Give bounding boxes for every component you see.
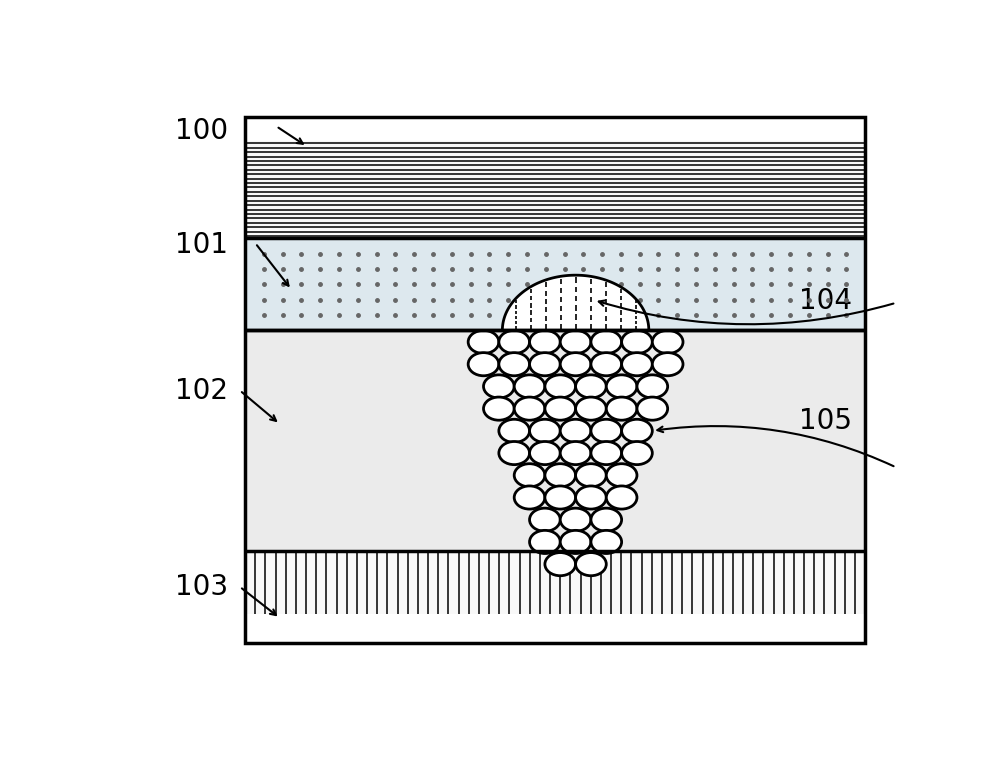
- Circle shape: [484, 375, 514, 398]
- Circle shape: [514, 375, 545, 398]
- Circle shape: [468, 353, 499, 376]
- Circle shape: [530, 353, 560, 376]
- Circle shape: [637, 397, 668, 420]
- Text: 101: 101: [175, 231, 228, 260]
- Circle shape: [591, 419, 622, 442]
- Circle shape: [545, 553, 576, 576]
- Text: 103: 103: [175, 573, 228, 601]
- Circle shape: [560, 330, 591, 354]
- Circle shape: [622, 330, 652, 354]
- Bar: [245, 238, 865, 330]
- Circle shape: [591, 531, 622, 553]
- Circle shape: [514, 464, 545, 487]
- Circle shape: [545, 397, 576, 420]
- Circle shape: [499, 353, 530, 376]
- Circle shape: [622, 353, 652, 376]
- Circle shape: [591, 353, 622, 376]
- Circle shape: [499, 330, 530, 354]
- Circle shape: [530, 442, 560, 465]
- Text: 100: 100: [175, 118, 228, 146]
- Circle shape: [622, 419, 652, 442]
- Circle shape: [576, 397, 606, 420]
- Circle shape: [514, 486, 545, 509]
- Circle shape: [652, 330, 683, 354]
- Circle shape: [606, 375, 637, 398]
- Circle shape: [576, 375, 606, 398]
- Circle shape: [560, 531, 591, 553]
- Bar: [245, 118, 865, 644]
- Circle shape: [622, 442, 652, 465]
- Circle shape: [591, 442, 622, 465]
- Circle shape: [468, 330, 499, 354]
- Bar: [245, 551, 865, 615]
- Circle shape: [499, 442, 530, 465]
- Circle shape: [560, 508, 591, 531]
- Text: 102: 102: [175, 377, 228, 405]
- Circle shape: [530, 531, 560, 553]
- Circle shape: [652, 353, 683, 376]
- Circle shape: [530, 330, 560, 354]
- Circle shape: [606, 464, 637, 487]
- Circle shape: [576, 553, 606, 576]
- Circle shape: [606, 486, 637, 509]
- Bar: [245, 330, 865, 551]
- Circle shape: [576, 486, 606, 509]
- Circle shape: [637, 375, 668, 398]
- Circle shape: [591, 330, 622, 354]
- Circle shape: [530, 419, 560, 442]
- Circle shape: [560, 419, 591, 442]
- Circle shape: [545, 464, 576, 487]
- Circle shape: [484, 397, 514, 420]
- Circle shape: [606, 397, 637, 420]
- Circle shape: [530, 508, 560, 531]
- Circle shape: [576, 464, 606, 487]
- Text: 104: 104: [799, 288, 852, 316]
- Circle shape: [560, 353, 591, 376]
- Circle shape: [591, 508, 622, 531]
- Bar: [245, 141, 865, 238]
- Circle shape: [499, 419, 530, 442]
- Text: 105: 105: [799, 408, 852, 435]
- Circle shape: [545, 486, 576, 509]
- Polygon shape: [502, 276, 649, 330]
- Circle shape: [545, 375, 576, 398]
- Circle shape: [560, 442, 591, 465]
- Circle shape: [514, 397, 545, 420]
